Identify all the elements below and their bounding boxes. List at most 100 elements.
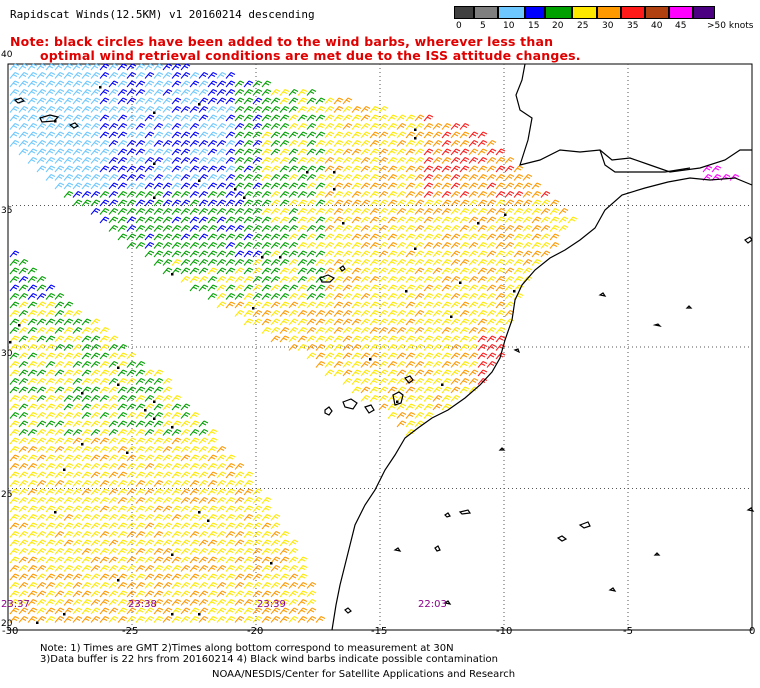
- wind-barb: [369, 225, 380, 232]
- wind-barb: [477, 131, 488, 139]
- wind-barb: [432, 395, 443, 402]
- wind-barb: [9, 293, 20, 300]
- wind-barb: [360, 327, 371, 334]
- pass-time-label: 23:38: [128, 599, 157, 610]
- footer-note-line-1: Note: 1) Times are GMT 2)Times along bot…: [40, 643, 454, 654]
- wind-barb: [189, 242, 200, 249]
- wind-barb: [108, 114, 119, 122]
- wind-barb: [27, 131, 38, 139]
- wind-barb: [18, 140, 29, 147]
- wind-barb: [153, 369, 164, 377]
- wind-barb: [405, 123, 416, 130]
- wind-barb: [54, 446, 65, 453]
- wind-barb: [513, 242, 524, 249]
- wind-barb: [99, 395, 110, 402]
- wind-barb: [234, 225, 245, 232]
- wind-barb: [162, 531, 173, 538]
- wind-barb: [333, 233, 344, 241]
- wind-barb: [315, 352, 326, 360]
- wind-barb: [18, 276, 29, 283]
- wind-barb: [468, 199, 479, 207]
- wind-barb: [423, 199, 434, 207]
- wind-barb: [72, 616, 83, 623]
- wind-barb: [18, 539, 29, 547]
- wind-barb: [153, 480, 164, 487]
- wind-barb: [81, 174, 92, 181]
- wind-barb: [279, 259, 290, 266]
- wind-barb: [99, 361, 110, 368]
- wind-barb: [126, 403, 137, 411]
- wind-barb: [234, 148, 245, 156]
- wind-barb: [288, 582, 299, 589]
- wind-barb: [72, 607, 83, 615]
- wind-barb: [90, 97, 101, 105]
- wind-barb: [153, 165, 164, 173]
- wind-barb: [261, 191, 272, 198]
- wind-barb: [126, 497, 137, 504]
- wind-barb: [441, 259, 452, 266]
- wind-barb: [153, 505, 164, 513]
- wind-barb: [81, 191, 92, 198]
- wind-barb: [117, 191, 128, 198]
- wind-barb: [117, 505, 128, 513]
- wind-barb: [333, 225, 344, 232]
- wind-barb: [261, 293, 272, 300]
- wind-barb: [387, 301, 398, 309]
- wind-barb: [162, 72, 173, 79]
- wind-barb: [225, 182, 236, 190]
- wind-barb: [153, 225, 164, 232]
- wind-barb: [351, 216, 362, 224]
- wind-barb: [117, 174, 128, 181]
- wind-barb: [477, 191, 488, 198]
- wind-barb: [378, 344, 389, 351]
- wind-barb: [180, 454, 191, 462]
- wind-barb: [72, 488, 83, 496]
- wind-barb: [198, 114, 209, 122]
- wind-barb: [45, 412, 56, 419]
- wind-barb: [252, 548, 263, 555]
- wind-barb: [441, 361, 452, 368]
- wind-barb: [18, 259, 29, 266]
- wind-barb: [261, 582, 272, 589]
- wind-barb: [36, 505, 47, 513]
- wind-barb: [504, 174, 515, 181]
- wind-barb: [459, 386, 470, 394]
- wind-barb: [171, 123, 182, 130]
- wind-barb: [180, 582, 191, 589]
- wind-barb: [279, 174, 290, 181]
- wind-barb: [279, 225, 290, 232]
- wind-barb: [81, 140, 92, 147]
- wind-barb: [504, 182, 515, 190]
- wind-barb: [144, 242, 155, 249]
- wind-barb: [342, 318, 353, 326]
- wind-barb: [36, 531, 47, 538]
- wind-barb: [387, 335, 398, 343]
- wind-barb: [288, 565, 299, 572]
- wind-barb: [234, 548, 245, 555]
- wind-barb: [72, 310, 83, 317]
- wind-barb: [207, 225, 218, 232]
- wind-barb: [153, 259, 164, 266]
- wind-barb: [81, 72, 92, 79]
- wind-barb: [360, 174, 371, 181]
- wind-barb: [342, 97, 353, 105]
- wind-barb: [414, 293, 425, 300]
- wind-barb: [315, 157, 326, 164]
- wind-barb: [234, 471, 245, 479]
- wind-barb: [45, 429, 56, 436]
- wind-barb: [270, 114, 281, 122]
- wind-barb: [540, 191, 551, 198]
- wind-barb: [198, 616, 209, 623]
- wind-barb: [549, 233, 560, 241]
- wind-barb: [99, 327, 110, 334]
- wind-barb: [207, 522, 218, 530]
- wind-barb: [99, 463, 110, 470]
- wind-barb: [225, 233, 236, 241]
- wind-barb: [99, 216, 110, 224]
- wind-barb: [54, 293, 65, 300]
- wind-barb: [225, 157, 236, 164]
- wind-barb: [450, 174, 461, 181]
- wind-barb: [36, 80, 47, 88]
- wind-barb: [441, 386, 452, 394]
- wind-barb: [423, 208, 434, 215]
